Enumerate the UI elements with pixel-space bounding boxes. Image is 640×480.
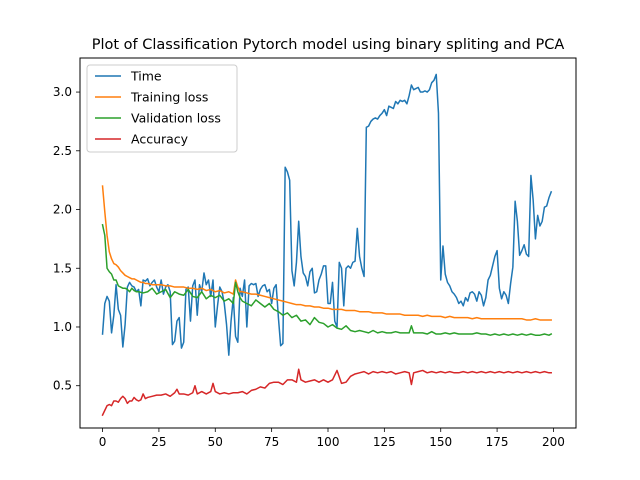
- x-tick-label: 75: [264, 435, 279, 449]
- legend-box: [86, 64, 238, 153]
- y-axis-ticks: 0.5 1.0 1.5 2.0 2.5 3.0: [53, 85, 80, 393]
- y-tick-label: 1.0: [53, 320, 72, 334]
- y-tick-label: 2.0: [53, 203, 72, 217]
- series-line-accuracy: [101, 368, 552, 417]
- legend-entries: Time Training loss Validation loss Accuracy: [95, 69, 221, 147]
- y-tick-label: 2.5: [53, 144, 72, 158]
- x-tick-label: 150: [429, 435, 452, 449]
- x-tick-label: 200: [542, 435, 565, 449]
- series-layer: [101, 73, 553, 417]
- x-axis-ticks: 0 25 50 75 100 125 150 175 200: [99, 428, 565, 449]
- x-tick-label: 0: [99, 435, 107, 449]
- y-tick-label: 3.0: [53, 85, 72, 99]
- x-tick-label: 25: [151, 435, 166, 449]
- series-line-time: [101, 73, 553, 356]
- x-tick-label: 50: [208, 435, 223, 449]
- legend: Time Training loss Validation loss Accuracy: [86, 64, 238, 153]
- x-tick-label: 125: [373, 435, 396, 449]
- series-line-training-loss: [101, 185, 552, 321]
- x-tick-label: 100: [317, 435, 340, 449]
- chart-title: Plot of Classification Pytorch model usi…: [92, 37, 565, 53]
- legend-label-accuracy: Accuracy: [131, 132, 189, 147]
- y-tick-label: 1.5: [53, 261, 72, 275]
- series-line-validation-loss: [101, 223, 553, 336]
- legend-label-training-loss: Training loss: [130, 90, 208, 105]
- y-tick-label: 0.5: [53, 379, 72, 393]
- legend-label-time: Time: [130, 69, 162, 84]
- x-tick-label: 175: [486, 435, 509, 449]
- legend-label-validation-loss: Validation loss: [131, 111, 221, 126]
